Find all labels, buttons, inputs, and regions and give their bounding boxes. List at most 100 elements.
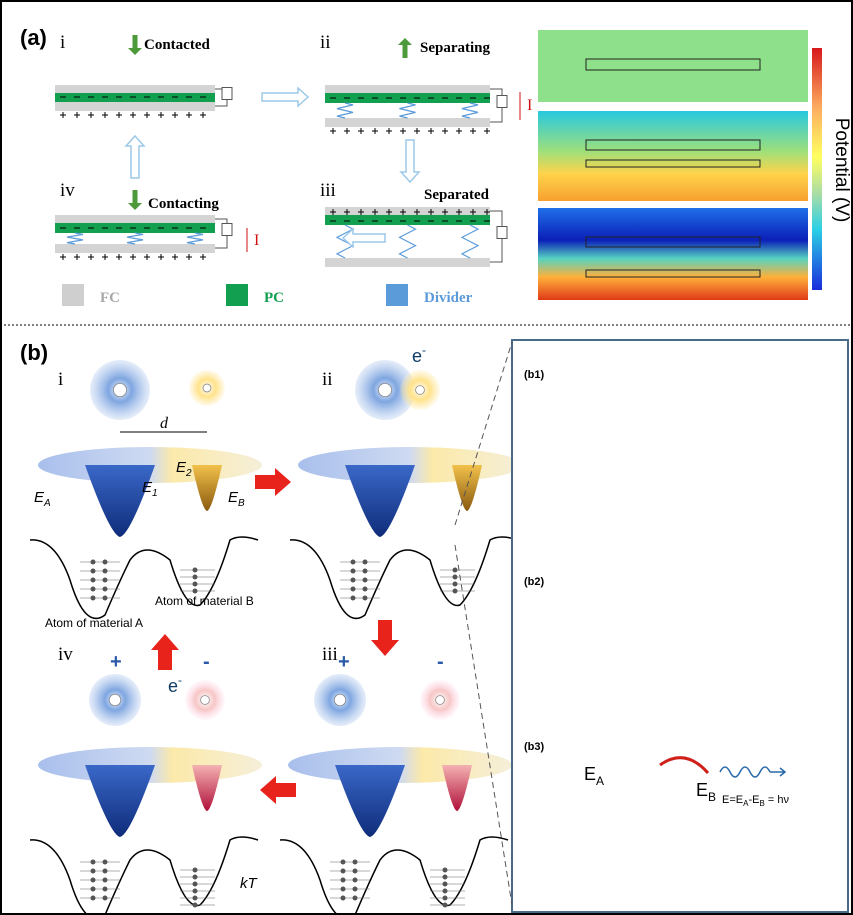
nucleus (202, 383, 212, 393)
potential-curve (289, 536, 519, 620)
motion-arrow (128, 203, 142, 210)
electron (340, 877, 346, 883)
plate (585, 58, 761, 71)
colorbar (812, 48, 822, 290)
distance-label: d (160, 415, 169, 432)
electron (362, 586, 368, 592)
electron (442, 867, 448, 873)
electron (90, 886, 96, 892)
electron (452, 574, 458, 580)
thermal-label: kT (240, 875, 259, 892)
well-a (85, 465, 155, 537)
electron (352, 859, 358, 865)
subscript: 1 (152, 488, 158, 499)
electron (340, 868, 346, 874)
energy-label: EA (584, 764, 604, 788)
nucleus (108, 693, 122, 707)
plate (585, 159, 761, 168)
eq-part: -E (748, 794, 759, 806)
stage-numeral: iii (320, 180, 336, 201)
step-numeral: iii (322, 644, 338, 665)
inset-label: (b1) (524, 369, 545, 381)
fc-layer (325, 258, 490, 267)
photon-wave (719, 766, 771, 778)
fc-layer (55, 215, 215, 223)
electron (340, 859, 346, 865)
electron (192, 888, 198, 894)
nucleus (113, 382, 128, 397)
stage-caption: Separating (420, 40, 491, 56)
pc-layer (325, 93, 490, 103)
symbol: E (34, 489, 45, 506)
nucleus (377, 382, 392, 397)
legend-label: Divider (424, 290, 473, 306)
plate (585, 139, 761, 151)
subscript: 2 (185, 468, 192, 479)
fc-layer (325, 207, 490, 215)
current-label: I (254, 232, 259, 249)
charge-sign: + (338, 651, 350, 673)
electron-label: e- (412, 343, 426, 366)
electron (192, 881, 198, 887)
electron (442, 874, 448, 880)
symbol: e (168, 676, 178, 696)
electron (90, 859, 96, 865)
electron (442, 888, 448, 894)
divider-spring (126, 232, 144, 245)
divider-spring (399, 102, 416, 119)
electron (102, 586, 108, 592)
electron (102, 868, 108, 874)
eq-sub: A (743, 799, 749, 808)
fc-layer (55, 85, 215, 93)
colorbar-label: Potential (V) (831, 118, 852, 223)
cycle-arrow (124, 134, 146, 179)
potential-map (538, 208, 808, 300)
electron (102, 895, 108, 901)
step-arrow (260, 776, 296, 804)
energy-label: EB (228, 489, 245, 509)
electron (442, 902, 448, 908)
cycle-arrow (261, 86, 310, 108)
step-arrow (255, 468, 291, 496)
step-arrow (371, 620, 399, 656)
electron (352, 895, 358, 901)
step-numeral: i (58, 369, 63, 390)
subscript: B (708, 790, 716, 804)
cycle-arrow (341, 227, 386, 249)
divider-spring (460, 224, 480, 259)
fc-layer (325, 85, 490, 93)
legend-label: FC (100, 290, 120, 306)
well-a (345, 465, 415, 537)
load (496, 226, 508, 239)
stage-caption: Contacting (148, 196, 219, 212)
motion-arrow (398, 38, 412, 45)
electron (192, 895, 198, 901)
stage-numeral: i (60, 32, 65, 53)
eq-part: E=E (722, 794, 743, 806)
pc-layer (55, 93, 215, 103)
fc-layer (55, 102, 215, 111)
charge-sign: - (437, 651, 444, 673)
potential-map (538, 30, 808, 102)
divider-spring (186, 232, 204, 245)
subscript: B (238, 498, 245, 509)
motion-arrow (128, 48, 142, 55)
potential-curve (279, 836, 509, 915)
electron (90, 559, 96, 565)
stage-numeral: iv (60, 180, 75, 201)
energy-label: EB (696, 780, 716, 804)
superscript: - (422, 343, 426, 357)
legend-swatch (62, 284, 84, 306)
legend-swatch (386, 284, 408, 306)
electron (352, 886, 358, 892)
electron-label: e- (168, 673, 182, 696)
step-numeral: iv (58, 644, 73, 665)
cycle-arrow (399, 139, 421, 184)
potential-map (538, 111, 808, 201)
stage-caption: Contacted (144, 37, 210, 53)
panel-label: (b) (20, 340, 48, 365)
electron (362, 559, 368, 565)
divider-spring (461, 102, 479, 119)
legend-label: PC (264, 290, 284, 306)
